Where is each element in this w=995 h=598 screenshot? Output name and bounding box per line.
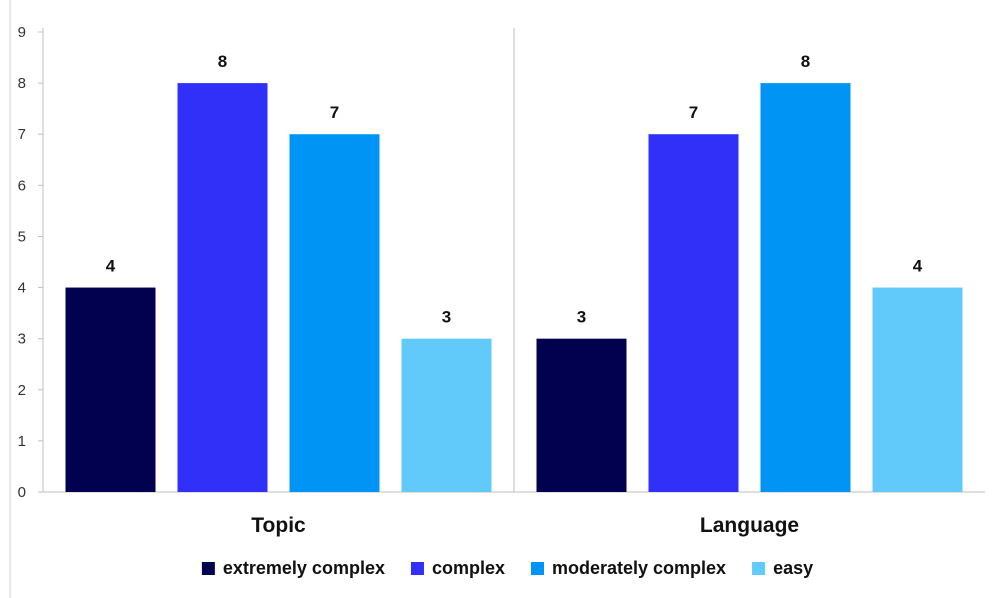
legend-label: moderately complex — [552, 558, 726, 578]
data-label: 3 — [442, 308, 451, 327]
y-tick-label: 4 — [18, 280, 26, 297]
bar-complex-language — [648, 134, 739, 492]
legend-swatch — [410, 562, 424, 575]
y-tick-label: 6 — [18, 177, 26, 194]
y-tick-label: 5 — [18, 228, 26, 245]
data-label: 8 — [801, 52, 810, 71]
data-labels: 4 8 7 3 Topic 3 7 8 4 Language — [106, 52, 923, 537]
bar-extremely-complex-topic — [65, 287, 156, 492]
bar-complex-topic — [177, 83, 268, 492]
legend-swatch — [752, 562, 766, 575]
data-label: 4 — [913, 257, 923, 276]
bar-moderately-complex-language — [760, 83, 851, 492]
bar-easy-topic — [401, 338, 492, 492]
data-label: 7 — [330, 103, 339, 122]
y-tick-label: 3 — [18, 331, 26, 348]
y-tick-label: 7 — [18, 126, 26, 143]
legend-swatch — [201, 562, 215, 575]
legend-label: easy — [773, 558, 813, 578]
y-tick-label: 9 — [18, 24, 26, 41]
data-label: 4 — [106, 257, 116, 276]
bar-moderately-complex-topic — [289, 134, 380, 492]
legend-label: complex — [432, 558, 505, 578]
legend: extremely complex complex moderately compl… — [201, 558, 813, 578]
legend-swatch — [531, 562, 544, 575]
y-tick-label: 0 — [18, 484, 26, 501]
data-label: 7 — [689, 103, 698, 122]
x-category-label: Language — [700, 514, 799, 537]
y-tick-label: 8 — [18, 75, 26, 92]
y-tick-label: 2 — [18, 382, 26, 399]
bar-easy-language — [872, 287, 963, 492]
bars — [65, 83, 963, 492]
data-label: 3 — [577, 308, 586, 327]
y-tick-label: 1 — [18, 433, 26, 450]
bar-extremely-complex-language — [536, 338, 627, 492]
x-category-label: Topic — [251, 514, 306, 537]
data-label: 8 — [218, 52, 227, 71]
legend-label: extremely complex — [223, 558, 385, 578]
